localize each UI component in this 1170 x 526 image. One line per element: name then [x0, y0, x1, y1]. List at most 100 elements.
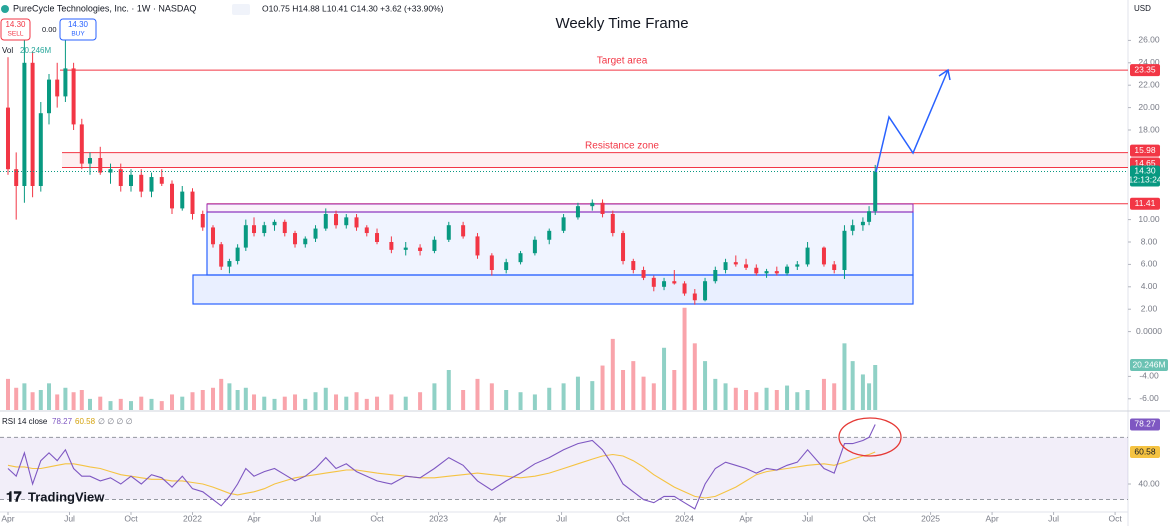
candle-body [504, 262, 509, 270]
volume-legend-value: 20.246M [20, 46, 51, 55]
candle-body [575, 206, 580, 218]
volume-bar [805, 390, 810, 410]
candle-body [703, 281, 708, 301]
volume-bar [774, 390, 779, 410]
volume-bar [243, 387, 248, 410]
volume-bar [713, 378, 718, 410]
resistance-low-tag: 14.65 [1134, 158, 1156, 168]
candle-body [170, 183, 175, 209]
volume-bar [323, 387, 328, 410]
spread: 0.00 [42, 25, 57, 34]
volume-bar [504, 390, 509, 410]
volume-bar [733, 387, 738, 410]
candle-body [641, 270, 646, 278]
volume-bar [600, 365, 605, 410]
volume-bar [98, 396, 103, 410]
candle-body [71, 68, 76, 125]
buy-button[interactable] [59, 18, 97, 41]
volume-bar [590, 381, 595, 410]
volume-bar [303, 398, 308, 410]
volume-bar [662, 347, 667, 410]
candle-body [272, 221, 277, 226]
volume-bar [489, 383, 494, 410]
x-tick-label: Jul [1048, 513, 1059, 523]
volume-bar [432, 383, 437, 410]
candle-body [22, 62, 27, 186]
volume-bar [235, 390, 240, 410]
candle-body [235, 247, 240, 262]
candle-body [55, 79, 60, 97]
volume-bar [262, 396, 267, 410]
volume-bar [5, 378, 10, 410]
volume-bar [149, 398, 154, 410]
volume-bar [723, 383, 728, 410]
candle-body [446, 225, 451, 240]
volume-bar [219, 378, 224, 410]
candle-body [842, 230, 847, 270]
candle-body [79, 124, 84, 164]
volume-bar [785, 385, 790, 410]
candle-body [860, 221, 865, 226]
candle-body [692, 293, 697, 301]
candle-body [149, 177, 154, 192]
volume-legend: Vol [2, 46, 13, 55]
support-box [192, 274, 914, 305]
candle-body [211, 227, 216, 245]
rsi-tick-label: 40.00 [1138, 478, 1160, 488]
y-tick-label: 10.00 [1138, 214, 1160, 224]
volume-bar [88, 398, 93, 410]
symbol: PureCycle Technologies, Inc. · 1W · NASD… [13, 3, 196, 13]
volume-bar [108, 401, 113, 410]
candle-body [293, 233, 298, 245]
volume-bar [334, 394, 339, 410]
volume-bar [252, 394, 257, 410]
x-tick-label: Apr [247, 513, 260, 523]
rsi-tag-bg [1130, 418, 1160, 431]
volume-bar [850, 361, 855, 410]
candle-body [795, 264, 800, 267]
resistance-zone [62, 152, 1128, 168]
rsi-ma-tag-bg [1130, 446, 1160, 458]
sell-price: 14.30 [5, 20, 26, 29]
x-tick-label: Jul [64, 513, 75, 523]
candle-body [850, 225, 855, 231]
target-tag: 23.35 [1134, 64, 1156, 74]
volume-bar [795, 392, 800, 410]
candle-body [600, 202, 605, 214]
y-tick-label: 18.00 [1138, 124, 1160, 134]
volume-bar [475, 378, 480, 410]
y-tick-label: -4.00 [1139, 371, 1159, 381]
candle-body [282, 221, 287, 234]
volume-bar [211, 387, 216, 410]
volume-bar [200, 390, 205, 410]
support-tag-bg [1130, 197, 1160, 210]
x-tick-label: Jul [802, 513, 813, 523]
candle-body [403, 247, 408, 250]
volume-bar [446, 370, 451, 410]
volume-bar [71, 392, 76, 410]
volume-bar [227, 383, 232, 410]
volume-bar [461, 390, 466, 410]
y-tick-label: 20.00 [1138, 102, 1160, 112]
candle-body [547, 230, 552, 240]
volume-bar [744, 390, 749, 410]
volume-bar [55, 394, 60, 410]
candle-body [744, 264, 749, 268]
candle-body [389, 242, 394, 250]
x-tick-label: Apr [1, 513, 14, 523]
volume-bar [641, 376, 646, 410]
volume-bar [821, 378, 826, 410]
last-price-tag-bg [1130, 165, 1160, 187]
volume-bar [703, 361, 708, 410]
volume-bar [682, 307, 687, 410]
candle-body [662, 281, 667, 287]
candle-body [129, 174, 134, 186]
eye-icon[interactable] [232, 4, 250, 15]
volume-bar [389, 394, 394, 410]
volume-bar [159, 401, 164, 410]
x-tick-label: Oct [1108, 513, 1122, 523]
y-tick-label: 22.00 [1138, 79, 1160, 89]
rsi-legend: RSI 14 close [2, 417, 48, 426]
volume-bar [518, 392, 523, 410]
sell-button[interactable] [0, 18, 31, 41]
